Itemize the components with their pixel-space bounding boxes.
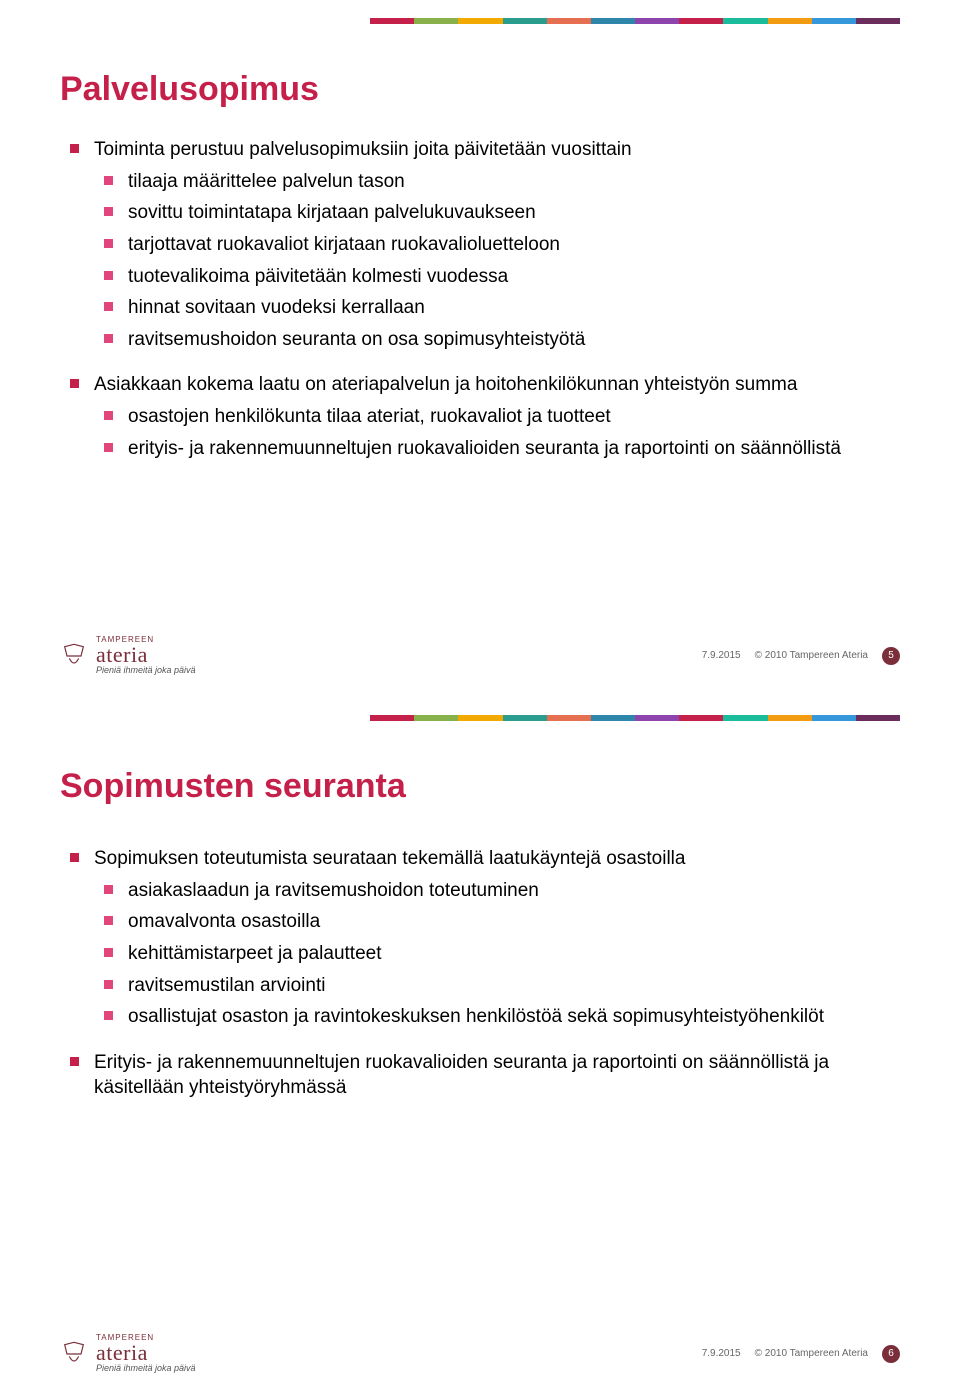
color-segment [547, 715, 591, 721]
slide-footer: TAMPEREEN ateria Pieniä ihmeitä joka päi… [60, 636, 900, 675]
color-segment [679, 18, 723, 24]
sub-list: asiakaslaadun ja ravitsemushoidon toteut… [94, 878, 900, 1030]
list-item: osastojen henkilökunta tilaa ateriat, ru… [128, 404, 900, 430]
list-item: tarjottavat ruokavaliot kirjataan ruokav… [128, 232, 900, 258]
list-item: Asiakkaan kokema laatu on ateriapalvelun… [94, 372, 900, 398]
footer-right: 7.9.2015 © 2010 Tampereen Ateria 5 [702, 647, 900, 665]
color-segment [503, 18, 547, 24]
footer-date: 7.9.2015 [702, 1348, 741, 1359]
color-segment [370, 18, 414, 24]
sub-list: tilaaja määrittelee palvelun tason sovitt… [94, 169, 900, 353]
color-segment [458, 18, 502, 24]
color-segment [679, 715, 723, 721]
bullet-list: Sopimuksen toteutumista seurataan tekemä… [60, 846, 900, 1101]
color-segment [723, 18, 767, 24]
slide-title: Palvelusopimus [60, 70, 900, 109]
list-item: Erityis- ja rakennemuunneltujen ruokaval… [94, 1050, 900, 1101]
list-item: ravitsemushoidon seuranta on osa sopimus… [128, 327, 900, 353]
slide-2: Sopimusten seuranta Sopimuksen toteutumi… [0, 697, 960, 1395]
list-item: kehittämistarpeet ja palautteet [128, 941, 900, 967]
list-item: hinnat sovitaan vuodeksi kerrallaan [128, 295, 900, 321]
color-segment [635, 18, 679, 24]
color-segment [414, 18, 458, 24]
color-segment [591, 18, 635, 24]
color-segment [812, 18, 856, 24]
logo-text: TAMPEREEN ateria Pieniä ihmeitä joka päi… [96, 1334, 196, 1373]
color-bar [370, 715, 900, 721]
color-segment [458, 715, 502, 721]
slide-footer: TAMPEREEN ateria Pieniä ihmeitä joka päi… [60, 1334, 900, 1373]
sub-list: osastojen henkilökunta tilaa ateriat, ru… [94, 404, 900, 461]
bullet-list: Toiminta perustuu palvelusopimuksiin joi… [60, 137, 900, 461]
logo-brand: ateria [96, 1342, 196, 1364]
list-item: asiakaslaadun ja ravitsemushoidon toteut… [128, 878, 900, 904]
list-item: omavalvonta osastoilla [128, 909, 900, 935]
list-item: Sopimuksen toteutumista seurataan tekemä… [94, 846, 900, 872]
color-segment [856, 715, 900, 721]
color-bar [370, 18, 900, 24]
page-number: 6 [882, 1345, 900, 1363]
logo-text: TAMPEREEN ateria Pieniä ihmeitä joka päi… [96, 636, 196, 675]
color-segment [768, 715, 812, 721]
list-item: ravitsemustilan arviointi [128, 973, 900, 999]
color-segment [503, 715, 547, 721]
color-segment [414, 715, 458, 721]
slide-1: Palvelusopimus Toiminta perustuu palvelu… [0, 0, 960, 697]
list-item: erityis- ja rakennemuunneltujen ruokaval… [128, 436, 900, 462]
list-item: tuotevalikoima päivitetään kolmesti vuod… [128, 264, 900, 290]
list-item: sovittu toimintatapa kirjataan palveluku… [128, 200, 900, 226]
color-segment [812, 715, 856, 721]
color-segment [591, 715, 635, 721]
color-segment [768, 18, 812, 24]
color-segment [547, 18, 591, 24]
footer-copyright: © 2010 Tampereen Ateria [755, 1348, 868, 1359]
logo: TAMPEREEN ateria Pieniä ihmeitä joka päi… [60, 1334, 196, 1373]
list-item: Toiminta perustuu palvelusopimuksiin joi… [94, 137, 900, 163]
logo-icon [60, 1340, 88, 1368]
list-item: tilaaja määrittelee palvelun tason [128, 169, 900, 195]
footer-right: 7.9.2015 © 2010 Tampereen Ateria 6 [702, 1345, 900, 1363]
logo: TAMPEREEN ateria Pieniä ihmeitä joka päi… [60, 636, 196, 675]
color-segment [370, 715, 414, 721]
logo-tagline: Pieniä ihmeitä joka päivä [96, 666, 196, 675]
logo-brand: ateria [96, 644, 196, 666]
logo-tagline: Pieniä ihmeitä joka päivä [96, 1364, 196, 1373]
footer-copyright: © 2010 Tampereen Ateria [755, 650, 868, 661]
page-number: 5 [882, 647, 900, 665]
list-item: osallistujat osaston ja ravintokeskuksen… [128, 1004, 900, 1030]
color-segment [723, 715, 767, 721]
color-segment [856, 18, 900, 24]
footer-date: 7.9.2015 [702, 650, 741, 661]
slide-title: Sopimusten seuranta [60, 767, 900, 806]
logo-icon [60, 642, 88, 670]
color-segment [635, 715, 679, 721]
